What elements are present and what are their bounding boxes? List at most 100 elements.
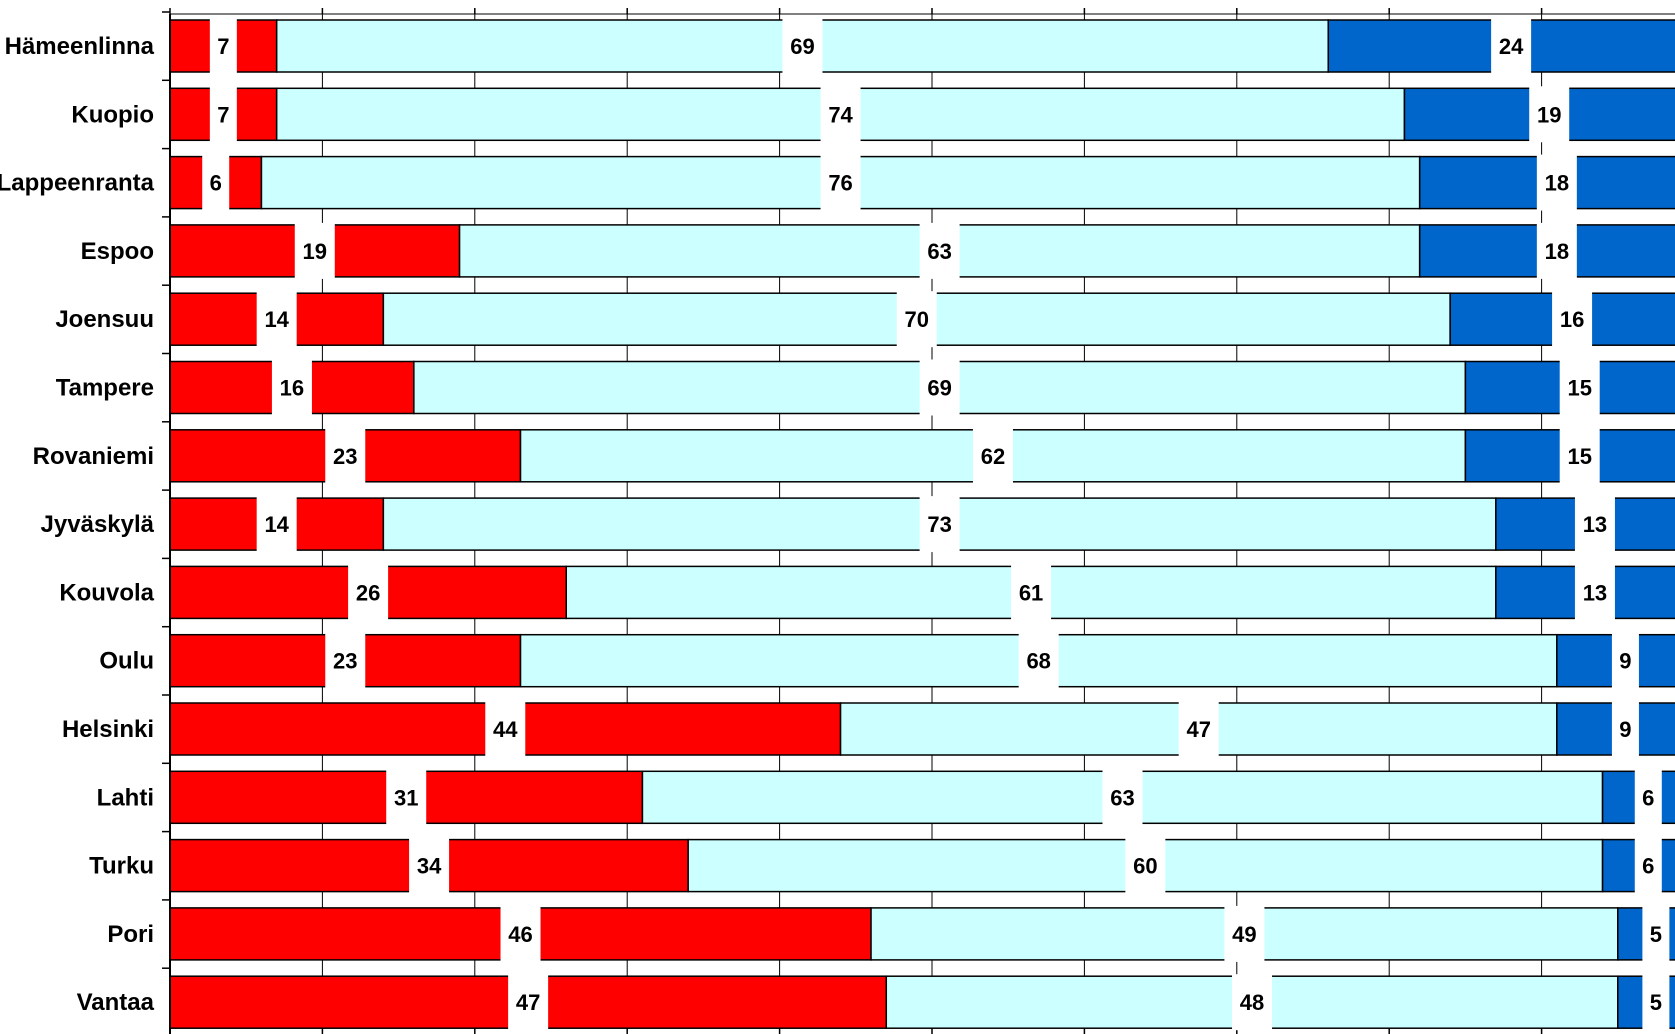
value-label: 69 bbox=[927, 376, 951, 401]
value-label-bg bbox=[1178, 701, 1219, 757]
value-label-bg bbox=[919, 222, 960, 279]
value-label: 47 bbox=[516, 990, 540, 1015]
value-label: 5 bbox=[1650, 990, 1662, 1015]
category-label: Kuopio bbox=[71, 101, 154, 128]
value-label: 16 bbox=[280, 376, 304, 401]
category-label: Tampere bbox=[56, 375, 154, 402]
category-label: Helsinki bbox=[62, 716, 154, 743]
value-label-bg bbox=[256, 496, 297, 553]
value-label: 19 bbox=[303, 239, 327, 264]
value-label-bg bbox=[325, 427, 366, 484]
category-label: Lappeenranta bbox=[0, 170, 155, 197]
value-label: 19 bbox=[1537, 102, 1561, 127]
value-label: 74 bbox=[828, 102, 853, 127]
value-label: 23 bbox=[333, 649, 357, 674]
value-label-bg bbox=[325, 632, 366, 689]
value-label: 15 bbox=[1567, 376, 1591, 401]
value-label-bg bbox=[1559, 427, 1600, 484]
value-label: 13 bbox=[1583, 512, 1607, 537]
value-label-bg bbox=[1642, 974, 1670, 1031]
value-label-bg bbox=[1224, 905, 1265, 962]
value-label-bg bbox=[919, 359, 960, 416]
value-label-bg bbox=[209, 86, 237, 143]
value-label: 63 bbox=[1110, 785, 1134, 810]
value-label-bg bbox=[1536, 154, 1577, 211]
value-label: 5 bbox=[1650, 922, 1662, 947]
value-label: 46 bbox=[508, 922, 532, 947]
axes bbox=[162, 8, 1675, 1034]
value-label: 48 bbox=[1240, 990, 1264, 1015]
value-label-bg bbox=[256, 291, 297, 348]
category-label: Vantaa bbox=[77, 989, 155, 1016]
value-label-bg bbox=[820, 86, 861, 143]
value-label: 23 bbox=[333, 444, 357, 469]
value-label-bg bbox=[1018, 632, 1059, 689]
category-label: Joensuu bbox=[55, 306, 154, 333]
value-label: 49 bbox=[1232, 922, 1256, 947]
value-label: 18 bbox=[1545, 171, 1569, 196]
category-label: Espoo bbox=[81, 238, 154, 265]
value-label-bg bbox=[1611, 701, 1639, 757]
value-label-bg bbox=[1642, 905, 1670, 962]
value-label-bg bbox=[1634, 769, 1662, 826]
category-label: Hämeenlinna bbox=[5, 33, 155, 60]
value-label: 6 bbox=[1642, 854, 1654, 879]
value-label: 63 bbox=[927, 239, 951, 264]
category-label: Oulu bbox=[99, 648, 154, 675]
value-label: 44 bbox=[493, 717, 518, 742]
value-label-bg bbox=[500, 905, 541, 962]
category-label: Lahti bbox=[97, 784, 154, 811]
value-label-bg bbox=[1232, 974, 1273, 1031]
value-label-bg bbox=[1102, 769, 1143, 826]
value-label-bg bbox=[1011, 564, 1052, 621]
value-label-bg bbox=[972, 427, 1013, 484]
value-label: 60 bbox=[1133, 854, 1157, 879]
value-label-bg bbox=[1574, 564, 1615, 621]
value-label: 7 bbox=[217, 34, 229, 59]
value-label: 7 bbox=[217, 102, 229, 127]
value-label-bg bbox=[1574, 496, 1615, 553]
value-label: 9 bbox=[1619, 649, 1631, 674]
value-label-bg bbox=[485, 701, 526, 757]
value-label-bg bbox=[209, 18, 237, 74]
value-label: 18 bbox=[1545, 239, 1569, 264]
value-label-bg bbox=[271, 359, 312, 416]
value-label-bg bbox=[1125, 837, 1166, 894]
value-label: 68 bbox=[1026, 649, 1050, 674]
category-label: Kouvola bbox=[59, 579, 154, 606]
category-label: Rovaniemi bbox=[33, 443, 154, 470]
value-label: 62 bbox=[981, 444, 1005, 469]
value-label: 47 bbox=[1186, 717, 1210, 742]
value-label: 9 bbox=[1619, 717, 1631, 742]
value-label-bg bbox=[1611, 632, 1639, 689]
value-label: 6 bbox=[210, 171, 222, 196]
value-label: 31 bbox=[394, 785, 418, 810]
value-label-bg bbox=[1552, 291, 1593, 348]
value-label: 69 bbox=[790, 34, 814, 59]
value-label-bg bbox=[896, 291, 937, 348]
value-label-bg bbox=[409, 837, 450, 894]
value-label-bg bbox=[1559, 359, 1600, 416]
value-label: 73 bbox=[927, 512, 951, 537]
value-label: 14 bbox=[264, 512, 289, 537]
value-label-bg bbox=[1634, 837, 1662, 894]
value-label-bg bbox=[386, 769, 427, 826]
value-label-bg bbox=[294, 222, 335, 279]
value-label: 6 bbox=[1642, 785, 1654, 810]
value-label: 16 bbox=[1560, 307, 1584, 332]
value-label: 14 bbox=[264, 307, 289, 332]
value-label: 34 bbox=[417, 854, 442, 879]
value-label: 61 bbox=[1019, 580, 1043, 605]
value-label-bg bbox=[1529, 86, 1570, 143]
value-label-bg bbox=[782, 18, 823, 74]
value-label-bg bbox=[202, 154, 230, 211]
value-label-bg bbox=[348, 564, 389, 621]
value-label-bg bbox=[820, 154, 861, 211]
category-label: Turku bbox=[89, 853, 154, 880]
category-label: Pori bbox=[107, 921, 154, 948]
value-label: 76 bbox=[828, 171, 852, 196]
value-label-bg bbox=[919, 496, 960, 553]
value-label-bg bbox=[1536, 222, 1577, 279]
